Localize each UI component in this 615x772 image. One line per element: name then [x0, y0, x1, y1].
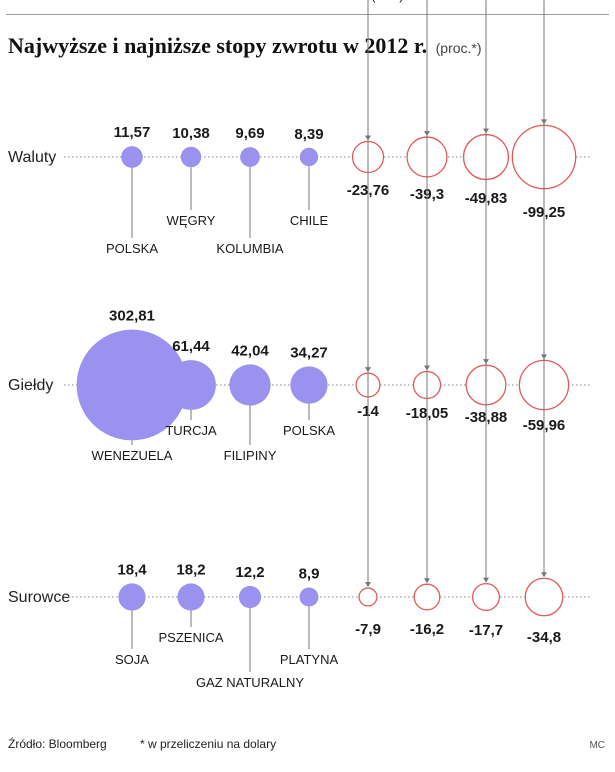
country-label: POLSKA [283, 423, 335, 438]
value-label: 9,69 [235, 125, 264, 142]
value-label: 42,04 [231, 342, 269, 359]
value-label: 18,2 [176, 561, 205, 578]
country-label: WĘGRY [167, 213, 216, 228]
top-rule [6, 14, 609, 15]
credit-mark: MC [589, 740, 605, 751]
category-label: Giełdy [8, 377, 53, 394]
value-label: 8,9 [299, 566, 320, 583]
leader-arrow [483, 577, 489, 583]
country-label: CHILE [290, 213, 329, 228]
leader-arrow [365, 582, 371, 588]
bubble-positive [290, 366, 328, 404]
footnote: * w przeliczeniu na dolary [140, 737, 277, 751]
value-label: 302,81 [109, 308, 155, 325]
chart-title-block: Najwyższe i najniższe stopy zwrotu w 201… [8, 33, 482, 59]
country-label: SOJA [115, 652, 149, 667]
value-label: -7,9 [355, 621, 381, 638]
value-label: -17,7 [469, 622, 503, 639]
source-note: Źródło: Bloomberg [8, 737, 107, 751]
value-label: -16,2 [410, 621, 444, 638]
country-label: WENEZUELA [92, 448, 173, 463]
country-label: PSZENICA [158, 630, 223, 645]
category-label: Waluty [8, 149, 56, 166]
leader-arrow [424, 578, 430, 584]
country-label: FILIPINY [224, 448, 277, 463]
bubble-negative [413, 583, 441, 611]
bubble-negative [524, 577, 564, 617]
bubble-chart: Waluty 11,57 POLSKA 10,38 WĘGRY 9,69 KOLUMBIA 8… [8, 0, 592, 690]
country-label: TURCJA [165, 423, 217, 438]
value-label: 10,38 [172, 125, 210, 142]
bubble-positive [240, 147, 260, 167]
value-label: 8,39 [294, 126, 323, 143]
category-label: Surowce [8, 589, 70, 606]
bubble-positive [121, 146, 143, 168]
value-label: -34,8 [527, 629, 561, 646]
bubble-positive [238, 585, 262, 609]
value-label: 11,57 [114, 124, 151, 141]
country-label: KOLUMBIA [216, 241, 284, 256]
bubble-positive [299, 147, 319, 167]
country-label: PLATYNA [280, 652, 339, 667]
value-label: 12,2 [235, 564, 264, 581]
country-label: GAZ NATURALNY [196, 675, 304, 690]
bubble-positive [76, 329, 188, 441]
bubble-positive [299, 587, 319, 607]
chart-subtitle: (proc.*) [435, 40, 482, 56]
value-label: 61,44 [172, 338, 210, 355]
chart-title: Najwyższe i najniższe stopy zwrotu w 201… [8, 33, 428, 58]
bubble-positive [177, 583, 205, 611]
leader-arrow [541, 572, 547, 578]
bubble-positive [180, 146, 202, 168]
value-label: 34,27 [290, 344, 328, 361]
bubble-negative [358, 587, 378, 607]
country-label: POLSKA [106, 241, 158, 256]
bubble-positive [118, 583, 146, 611]
value-label: 18,4 [117, 561, 147, 578]
bubble-positive [229, 364, 271, 406]
bubble-positive [166, 360, 216, 410]
bubble-negative [471, 582, 501, 612]
